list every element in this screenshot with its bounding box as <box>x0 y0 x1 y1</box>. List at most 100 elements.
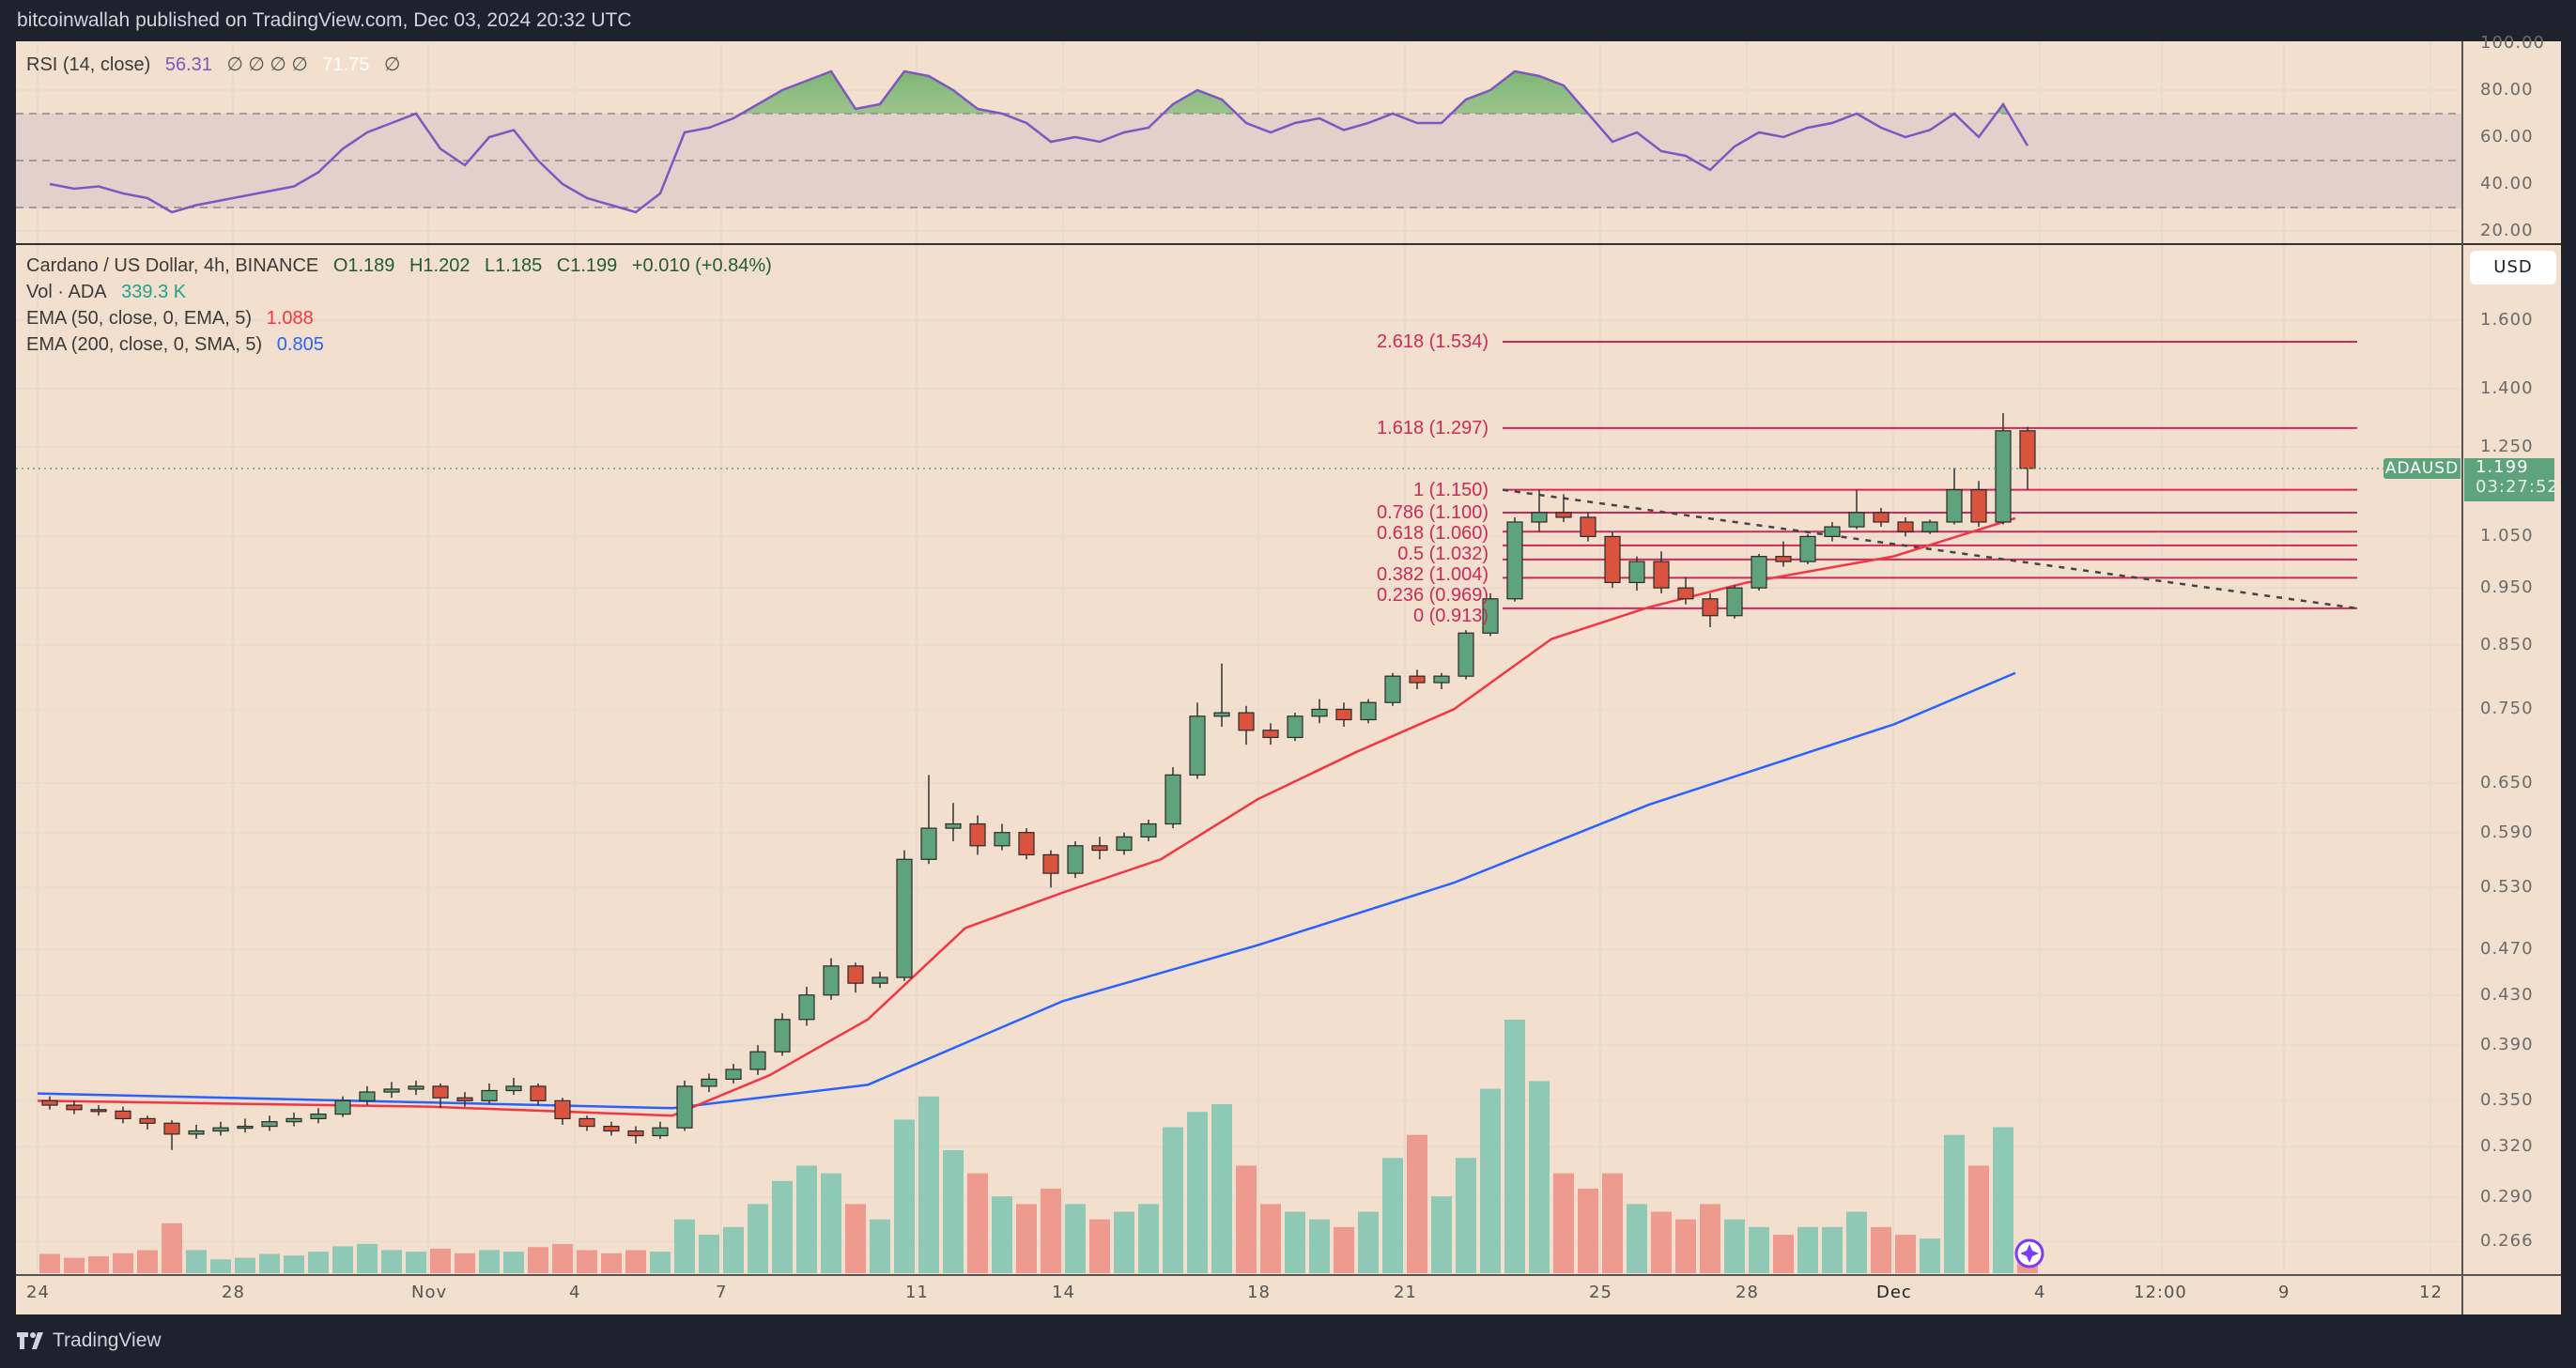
rsi-legend[interactable]: RSI (14, close) 56.31 ∅ ∅ ∅ ∅ 71.75 ∅ <box>26 53 409 76</box>
volume-bar <box>552 1243 573 1273</box>
volume-bar <box>1504 1020 1525 1273</box>
candle <box>212 1121 229 1136</box>
volume-bar <box>1724 1219 1745 1273</box>
candle <box>798 986 815 1026</box>
rsi-tick-label: 40.00 <box>2480 174 2534 193</box>
volume-bar <box>88 1256 109 1273</box>
price-tick-label: 0.850 <box>2480 634 2534 654</box>
candle <box>1580 512 1597 542</box>
candle <box>1653 551 1670 593</box>
candle <box>872 971 888 989</box>
volume-bar <box>1700 1204 1720 1273</box>
candle <box>896 850 913 981</box>
volume-bar <box>1871 1226 1891 1273</box>
candle-body <box>408 1085 424 1090</box>
time-tick-label: 9 <box>2278 1283 2291 1302</box>
candle-body <box>1335 708 1352 721</box>
candle-body <box>1384 675 1401 703</box>
candle <box>1531 489 1548 532</box>
candle-body <box>1482 598 1499 634</box>
time-tick-label: 28 <box>222 1283 245 1302</box>
rsi-pane <box>49 69 2029 214</box>
ema200-line <box>37 671 2016 1110</box>
volume-bar <box>943 1150 964 1273</box>
candle-body <box>1116 836 1133 852</box>
volume-bar <box>308 1252 329 1273</box>
volume-bar <box>1309 1219 1330 1273</box>
price-tick-label: 0.350 <box>2480 1090 2534 1111</box>
price-tick-label: 0.430 <box>2480 984 2534 1005</box>
rsi-name: RSI (14, close) <box>26 54 151 75</box>
tradingview-logo[interactable]: TradingView <box>17 1330 162 1352</box>
volume-bar <box>1407 1134 1427 1273</box>
candle-body <box>1287 715 1303 739</box>
symbol-legend[interactable]: Cardano / US Dollar, 4h, BINANCE O1.189 … <box>26 255 781 277</box>
volume-bar <box>674 1219 695 1273</box>
volume-bar <box>406 1252 426 1273</box>
candle <box>90 1105 107 1116</box>
candle <box>1433 672 1450 690</box>
volume-bar <box>1114 1211 1134 1273</box>
candle-body <box>798 994 815 1021</box>
candle <box>1335 702 1352 727</box>
candle <box>285 1112 302 1127</box>
candle-body <box>310 1113 327 1120</box>
candle <box>1482 592 1499 637</box>
candle <box>749 1045 766 1075</box>
volume-bar <box>1797 1226 1818 1273</box>
volume-bar <box>1236 1165 1257 1273</box>
price-tick-label: 0.530 <box>2480 877 2534 898</box>
volume-bar <box>1065 1204 1086 1273</box>
candle-body <box>847 965 864 984</box>
price-tick-label: 1.400 <box>2480 378 2534 399</box>
ema50-value: 1.088 <box>266 308 314 329</box>
price-tick-label: 0.266 <box>2480 1231 2534 1252</box>
candle <box>554 1098 571 1125</box>
ema200-label: EMA (200, close, 0, SMA, 5) <box>26 334 263 355</box>
volume-bar <box>235 1257 255 1273</box>
candle-body <box>994 832 1010 847</box>
ema200-legend[interactable]: EMA (200, close, 0, SMA, 5) 0.805 <box>26 334 333 356</box>
currency-button[interactable]: USD <box>2470 251 2556 284</box>
candle-body <box>1628 561 1645 584</box>
ema50-line <box>37 516 2016 1117</box>
price-tick-label: 0.650 <box>2480 772 2534 792</box>
volume-bar <box>1968 1165 1989 1273</box>
candle-body <box>1921 521 1938 532</box>
candle <box>1018 828 1035 860</box>
candle <box>41 1096 58 1110</box>
candle <box>1897 516 1914 537</box>
candle-body <box>1018 832 1035 855</box>
candle-body <box>872 976 888 984</box>
replay-marker-icon[interactable] <box>2014 1238 2044 1268</box>
price-tick-label: 1.250 <box>2480 437 2534 457</box>
candle <box>310 1108 327 1124</box>
ohlc-low: L1.185 <box>485 255 543 276</box>
volume-bar <box>1138 1204 1159 1273</box>
volume-bar <box>503 1252 524 1273</box>
volume-bar <box>1993 1127 2013 1273</box>
candle-body <box>1531 512 1548 523</box>
ema50-legend[interactable]: EMA (50, close, 0, EMA, 5) 1.088 <box>26 308 323 330</box>
publisher-info: bitcoinwallah published on TradingView.c… <box>17 9 632 31</box>
time-tick-label: 12:00 <box>2134 1283 2187 1302</box>
candle-body <box>1213 712 1230 717</box>
candle <box>1628 556 1645 592</box>
price-tick-label: 0.390 <box>2480 1035 2534 1055</box>
volume-bar <box>210 1259 231 1273</box>
candle-body <box>1824 526 1841 538</box>
volume-bar <box>894 1119 915 1273</box>
candle-body <box>359 1091 376 1101</box>
volume-label: Vol · ADA <box>26 282 107 302</box>
volume-bar <box>1846 1211 1867 1273</box>
candle <box>66 1100 83 1114</box>
candle <box>481 1083 498 1104</box>
rsi-tick-label: 80.00 <box>2480 80 2534 100</box>
volume-bar <box>1211 1104 1232 1273</box>
candle <box>676 1080 693 1131</box>
candle-body <box>1775 556 1792 562</box>
volume-bar <box>918 1096 939 1273</box>
volume-legend[interactable]: Vol · ADA 339.3 K <box>26 282 195 303</box>
candle <box>1067 841 1084 879</box>
